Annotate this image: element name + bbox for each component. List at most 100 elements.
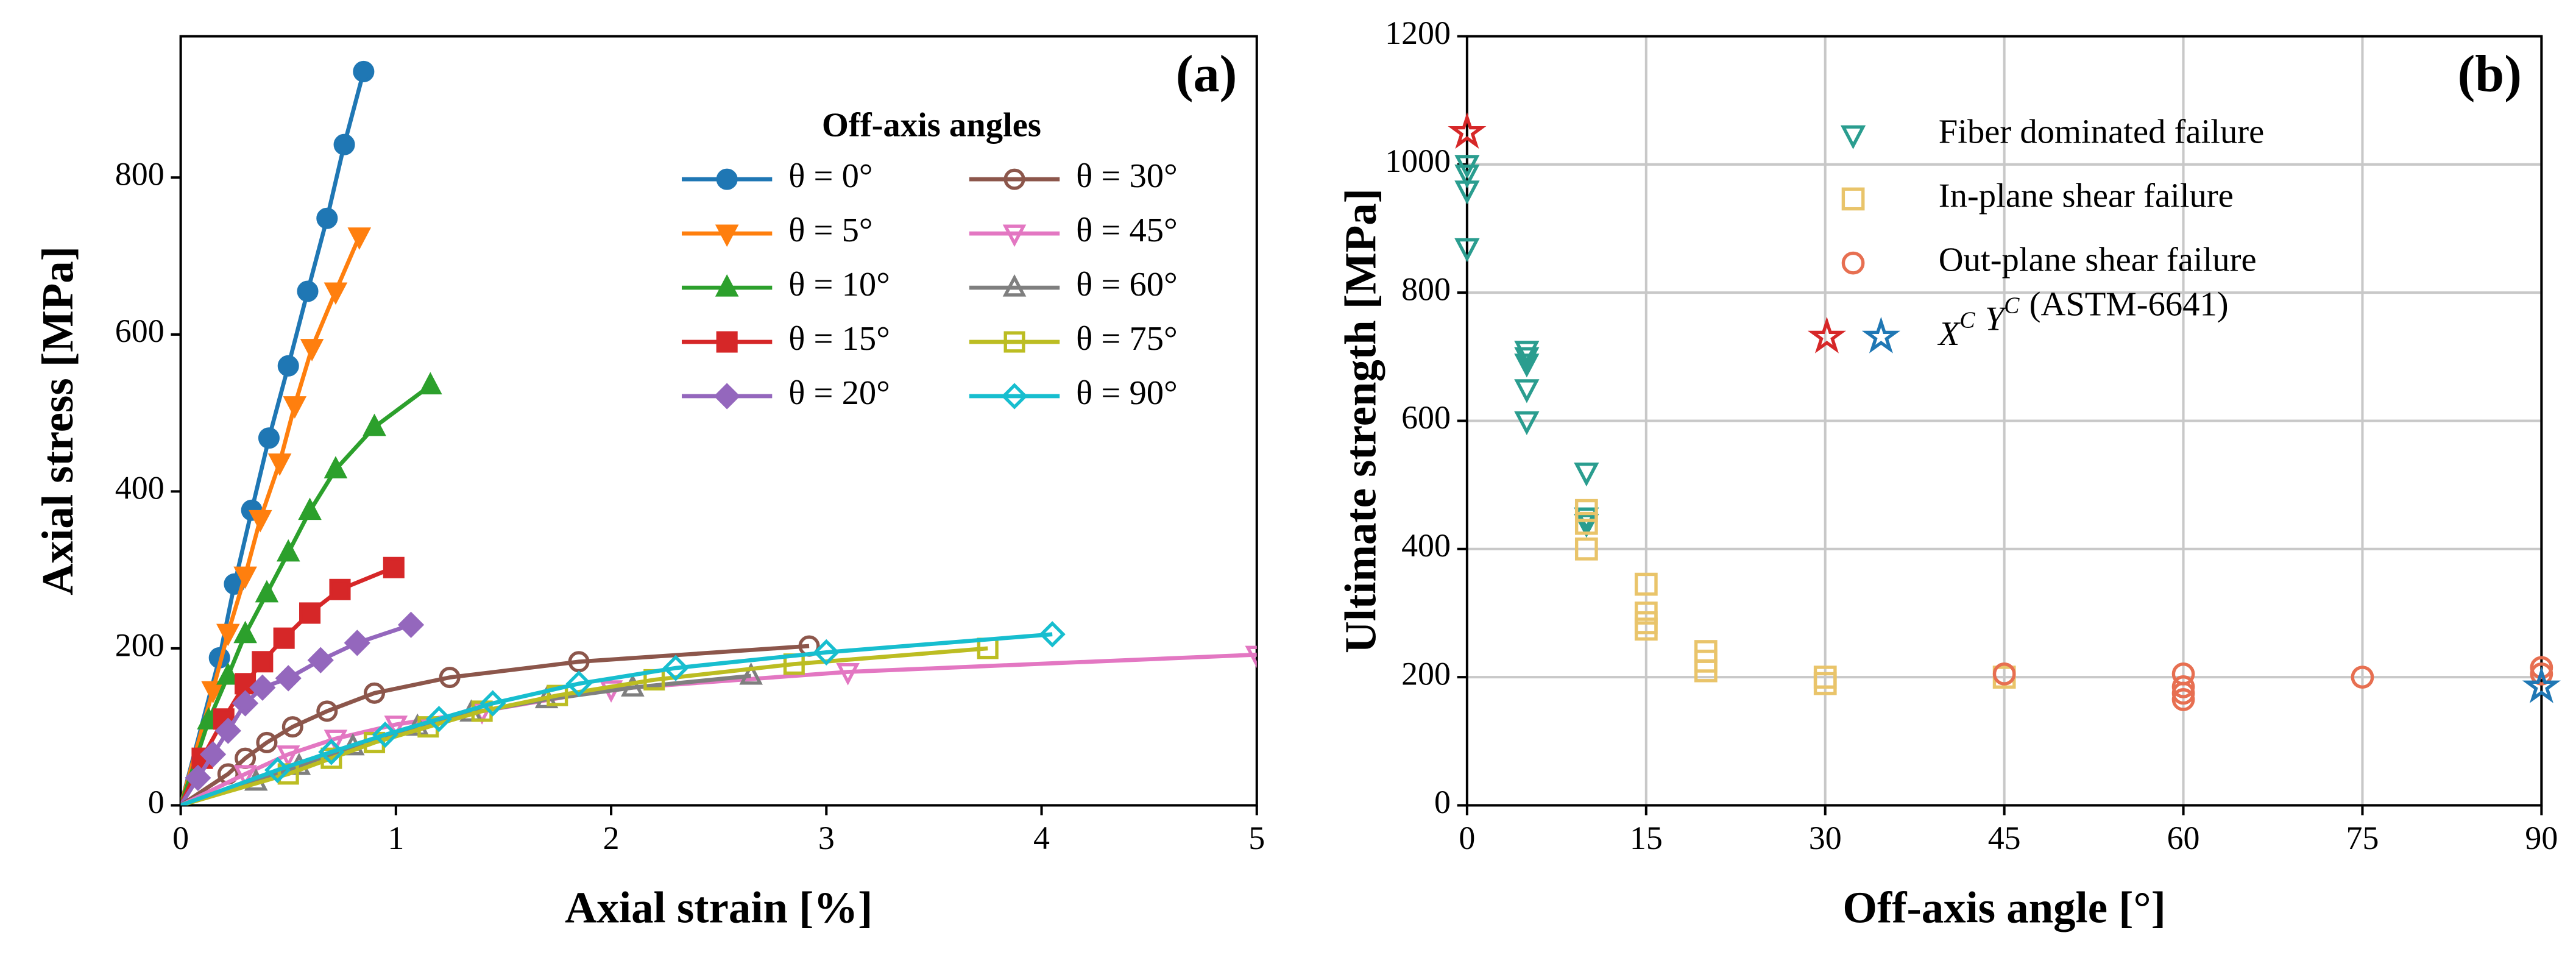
marker [372,721,398,748]
legend-label: In-plane shear failure [1939,177,2234,215]
legend-label: θ = 45° [1076,211,1178,249]
x-tick-label: 30 [1809,820,1842,856]
marker [2530,662,2553,686]
panel-label: (a) [1176,44,1237,102]
marker [662,655,689,681]
y-tick-label: 1200 [1385,15,1451,51]
x-tick-label: 1 [387,820,404,856]
x-tick-label: 0 [1459,820,1475,856]
legend-label-sup: C [1959,307,1975,333]
marker [739,662,763,685]
marker [439,667,461,689]
y-tick-label: 400 [115,470,165,506]
marker [185,764,211,791]
marker [1841,251,1865,275]
marker [363,682,386,704]
marker [1514,347,1540,371]
marker [1454,180,1480,205]
marker [316,207,338,229]
marker [716,168,738,190]
marker [1574,507,1599,531]
legend-label: Fiber dominated failure [1939,113,2264,151]
marker [233,566,257,589]
marker [1813,672,1837,695]
marker [264,756,291,784]
marker [1039,621,1066,648]
marker [316,700,338,722]
x-tick-label: 3 [818,820,835,856]
marker [1840,125,1866,149]
marker [1574,462,1599,487]
marker [1514,411,1540,436]
marker [1634,617,1658,641]
marker [353,60,375,82]
series-line [180,71,366,806]
plot-area [180,60,1257,806]
y-tick-label: 600 [1401,399,1451,436]
plot-frame [179,35,1258,807]
marker [216,662,240,685]
marker [1992,662,2016,686]
marker [1002,274,1027,297]
marker [283,396,307,419]
x-tick-label: 15 [1630,820,1663,856]
marker [2171,681,2195,705]
marker [235,673,257,695]
series-line [180,652,1257,806]
marker [1001,383,1028,410]
marker [1454,238,1480,263]
marker [216,623,240,647]
marker [273,627,295,649]
series-line [180,623,412,806]
marker [419,372,442,395]
marker [201,681,225,704]
y-axis-label: Axial stress [MPa] [33,246,82,595]
y-tick-label: 1000 [1385,143,1451,179]
marker [1574,537,1598,561]
marker [425,706,453,733]
marker [232,690,259,717]
marker [307,647,334,673]
marker [1514,341,1540,365]
marker [324,456,348,478]
legend-label-suffix: (ASTM-6641) [2029,285,2229,323]
y-tick-label: 200 [1401,655,1451,692]
marker [565,670,592,697]
series-line [180,632,1053,806]
y-tick-label: 0 [148,784,165,820]
x-tick-label: 90 [2525,820,2558,856]
marker [1003,331,1025,353]
marker [2530,656,2553,680]
marker [299,602,321,624]
marker [363,413,386,436]
marker [547,684,568,706]
marker [276,745,300,768]
marker [2351,666,2374,689]
marker [1002,224,1027,247]
y-tick-label: 800 [115,156,165,193]
legend-label-part: Y [1985,300,2008,338]
x-tick-label: 4 [1033,820,1050,856]
marker [333,133,355,155]
marker [1003,168,1025,190]
legend-label-part: X [1937,315,1961,353]
marker [255,580,279,603]
marker [199,741,227,768]
legend-label: θ = 30° [1076,157,1178,195]
legend-label: θ = 20° [788,374,890,412]
marker [1807,316,1846,353]
marker [1634,572,1658,596]
marker [258,427,280,449]
marker [813,639,840,666]
x-tick-label: 75 [2346,820,2379,856]
legend-label: θ = 10° [788,266,890,304]
marker [1514,353,1540,378]
marker [281,716,303,738]
marker [1694,659,1718,683]
marker [318,739,345,765]
series-line [180,644,810,806]
marker [300,339,324,361]
legend-label: θ = 60° [1076,266,1178,304]
marker [713,383,740,410]
